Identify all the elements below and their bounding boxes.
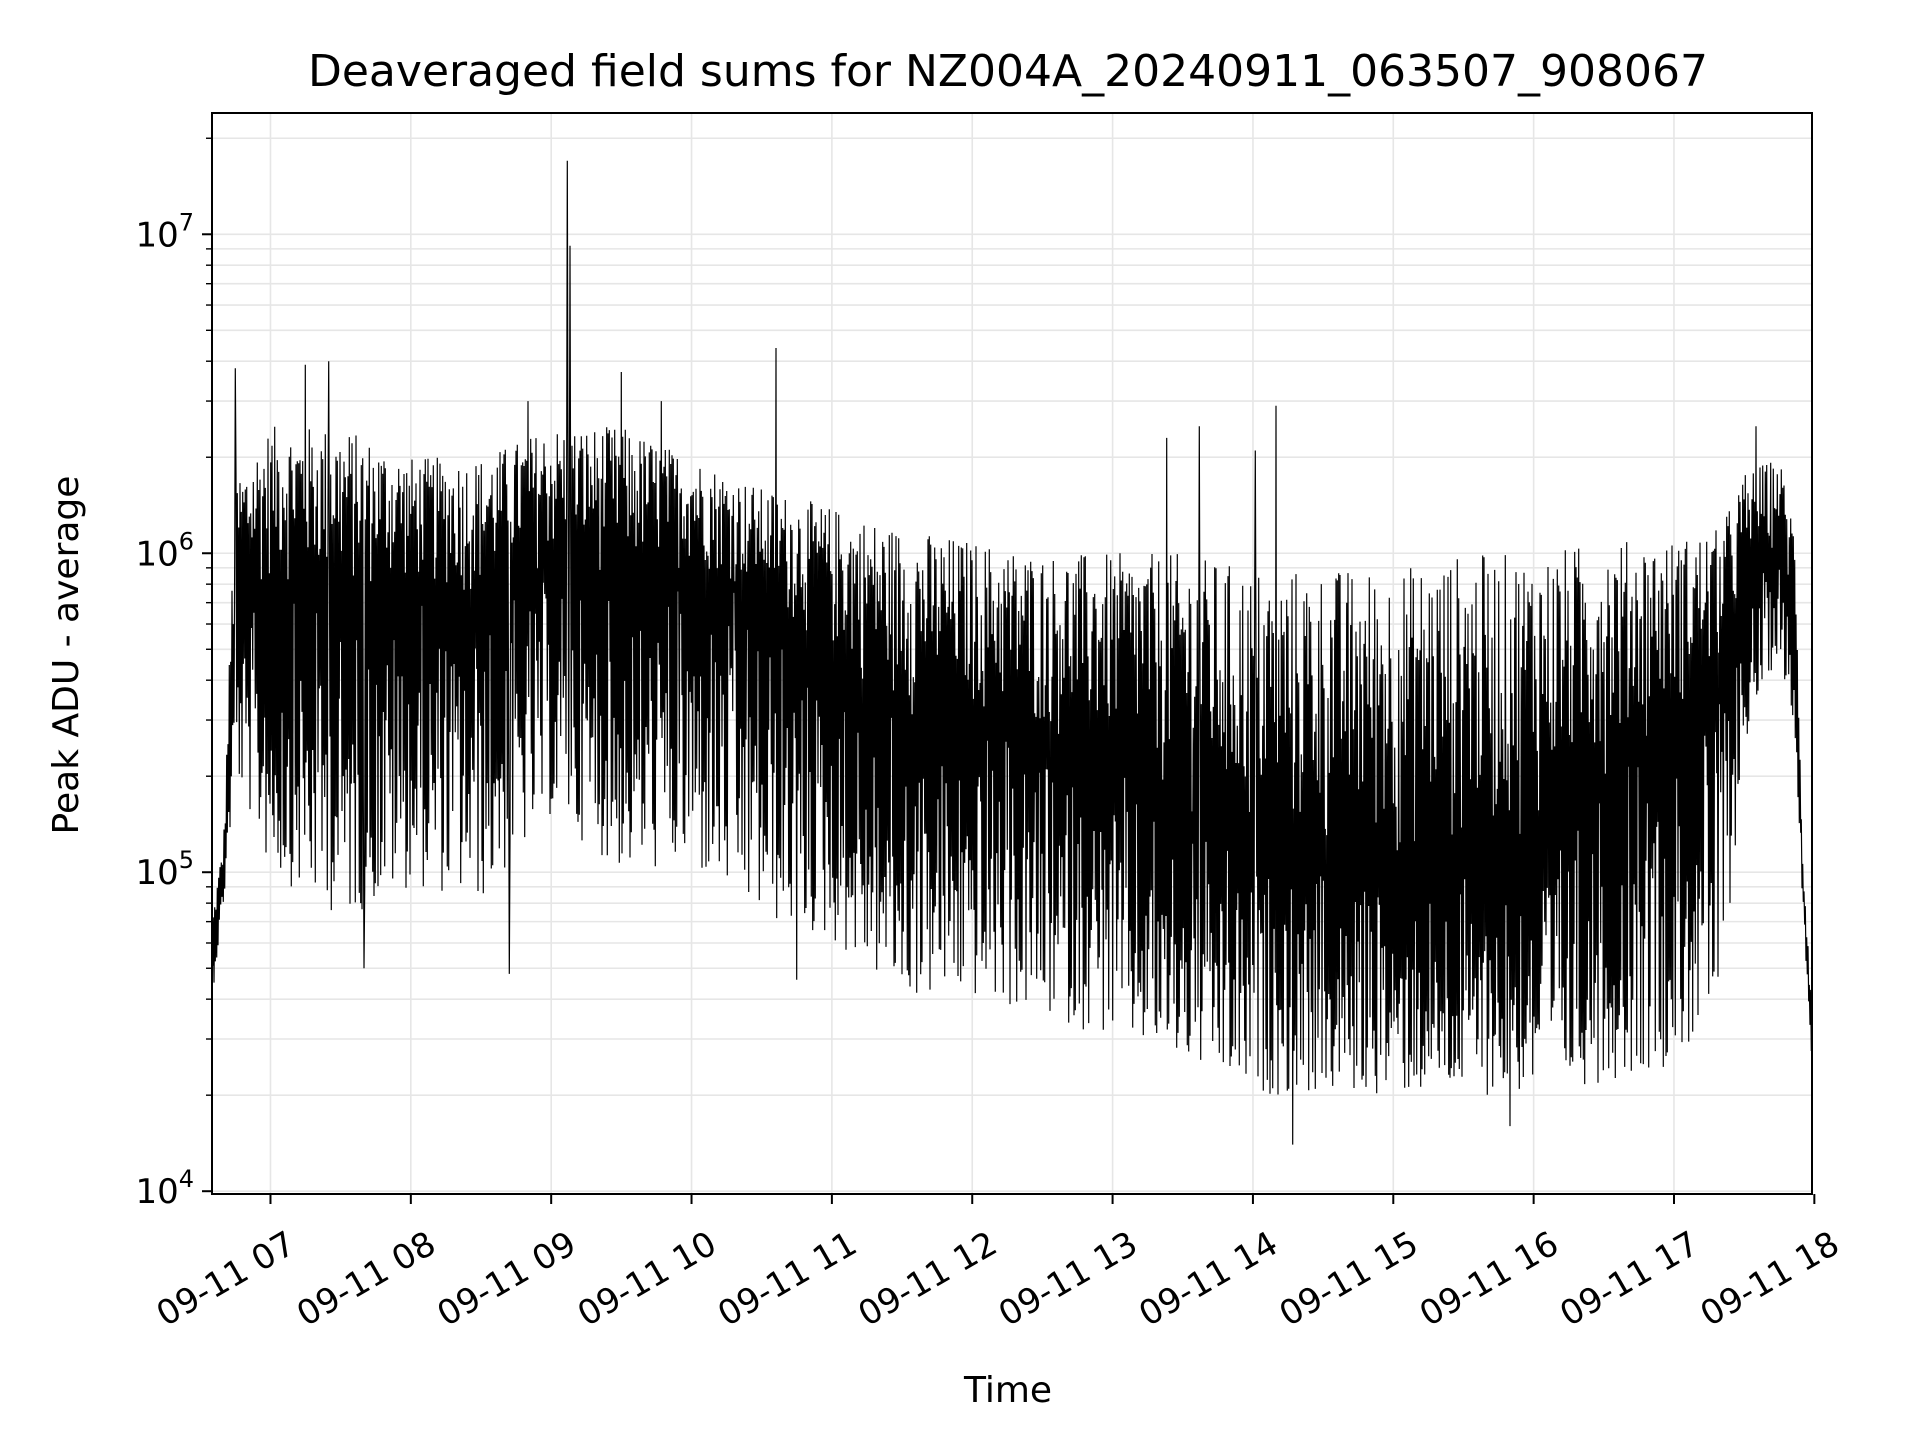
x-tick-label: 09-11 15: [1273, 1224, 1425, 1335]
x-tick-label: 09-11 09: [431, 1224, 583, 1335]
y-tick-label: 105: [135, 846, 194, 893]
x-tick-label: 09-11 10: [571, 1224, 723, 1335]
y-axis: 104 105 106 107: [135, 137, 212, 1212]
x-tick-label: 09-11 18: [1694, 1224, 1846, 1335]
x-tick-label: 09-11 14: [1132, 1224, 1284, 1335]
x-tick-label: 09-11 11: [711, 1224, 863, 1335]
x-tick-label: 09-11 12: [852, 1224, 1004, 1335]
y-axis-label: Peak ADU - average: [46, 476, 87, 835]
x-tick-label: 09-11 08: [290, 1224, 442, 1335]
plot-area: [211, 160, 1813, 1145]
x-tick-label: 09-11 13: [992, 1224, 1144, 1335]
y-tick-label: 106: [135, 527, 194, 574]
x-tick-label: 09-11 16: [1413, 1224, 1565, 1335]
y-tick-label: 107: [135, 208, 194, 255]
y-tick-label: 104: [135, 1165, 194, 1212]
x-tick-label: 09-11 17: [1553, 1224, 1705, 1335]
series-line: [211, 160, 1813, 1145]
x-axis-label: Time: [963, 1370, 1052, 1411]
chart-title: Deaveraged field sums for NZ004A_2024091…: [308, 46, 1708, 97]
x-tick-label: 09-11 07: [150, 1224, 302, 1335]
plot-frame: [211, 112, 1813, 1195]
